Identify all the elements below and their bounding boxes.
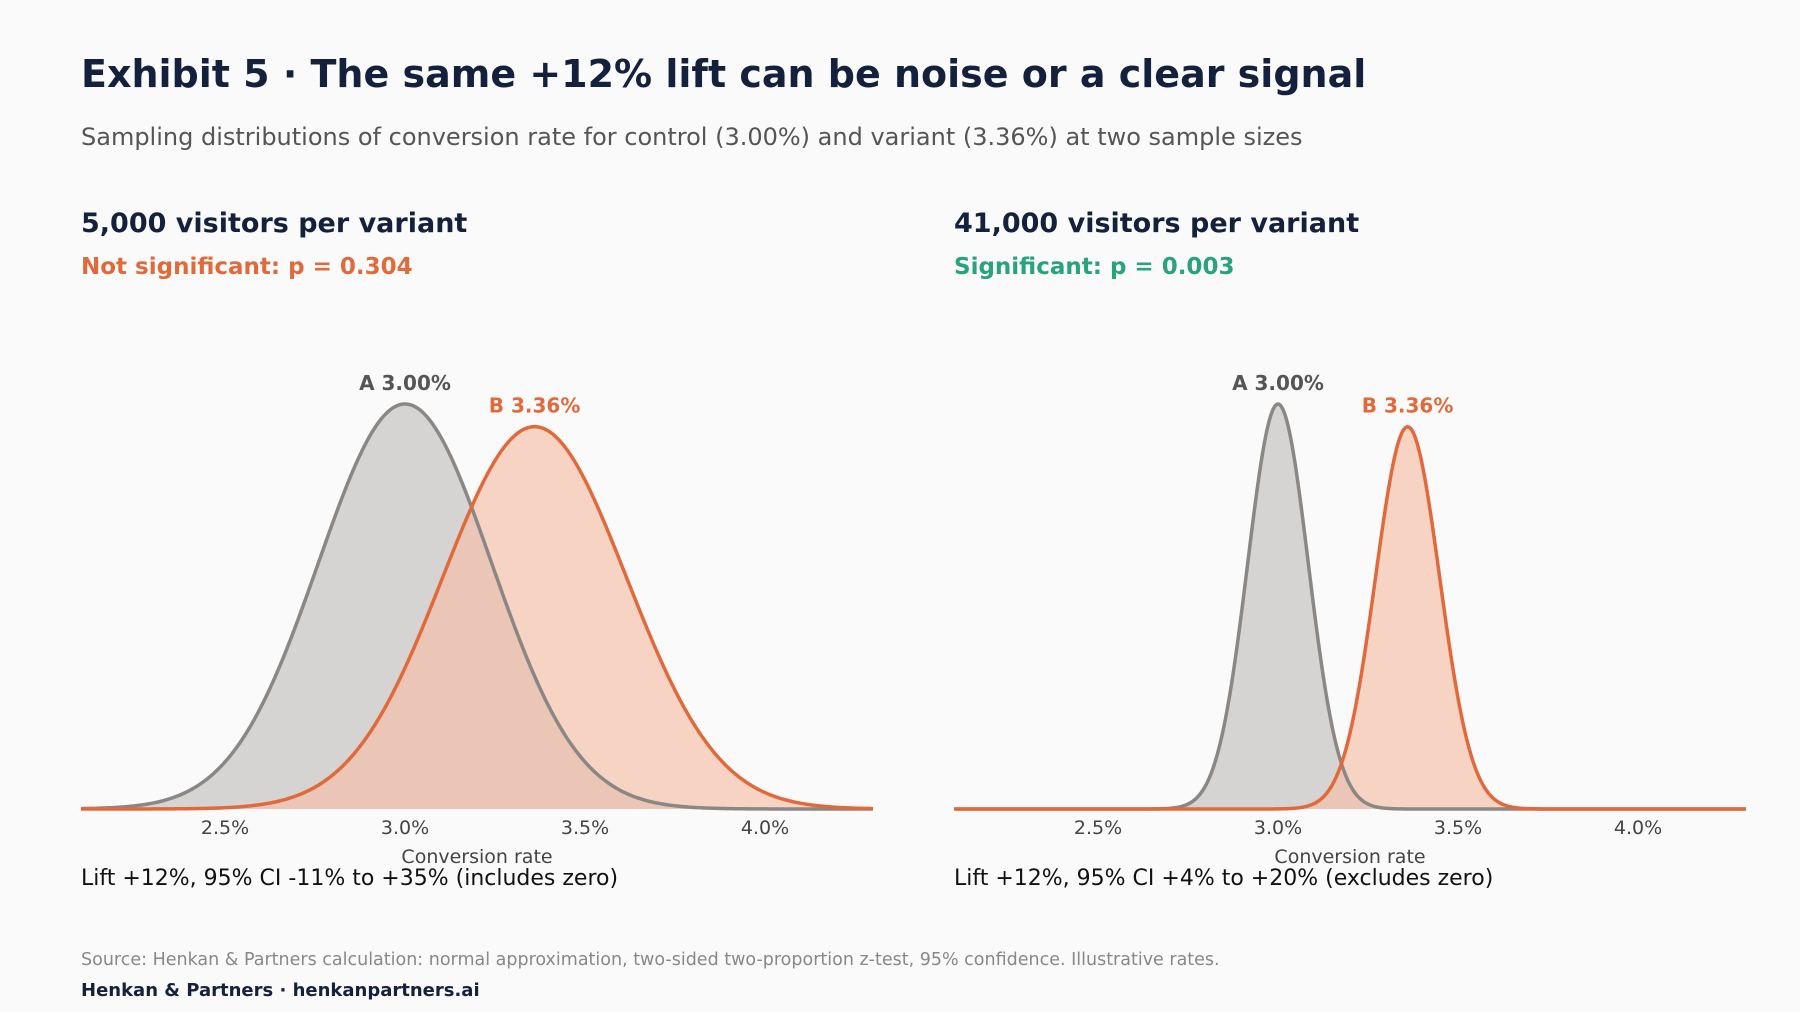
variant-peak-label: B 3.36% bbox=[489, 394, 581, 418]
distribution-charts: A 3.00% B 3.36% 2.5% 3.0% 3.5% 4.0% Conversion… bbox=[80, 371, 1746, 868]
control-peak-label: A 3.00% bbox=[1232, 371, 1324, 395]
variant-peak-label: B 3.36% bbox=[1362, 394, 1454, 418]
control-peak-label: A 3.00% bbox=[359, 371, 451, 395]
x-tick-label: 3.0% bbox=[381, 817, 429, 839]
variant-distribution-area bbox=[81, 426, 873, 809]
page-subtitle: Sampling distributions of conversion rat… bbox=[81, 123, 1303, 151]
variant-distribution-curve bbox=[81, 424, 874, 811]
variant-distribution-curve bbox=[954, 424, 1746, 811]
x-axis-label: Conversion rate bbox=[401, 846, 552, 868]
control-distribution-curve bbox=[80, 402, 873, 811]
brand-footer: Henkan & Partners · henkanpartners.ai bbox=[81, 980, 480, 1001]
x-tick-label: 4.0% bbox=[1614, 817, 1662, 839]
left-distribution-chart: A 3.00% B 3.36% 2.5% 3.0% 3.5% 4.0% Conversion… bbox=[80, 371, 874, 868]
x-tick-label: 4.0% bbox=[741, 817, 789, 839]
left-lift-note: Lift +12%, 95% CI -11% to +35% (includes… bbox=[81, 866, 619, 891]
left-panel-title: 5,000 visitors per variant bbox=[81, 208, 468, 239]
right-panel-title: 41,000 visitors per variant bbox=[954, 208, 1360, 239]
x-tick-label: 2.5% bbox=[1074, 817, 1122, 839]
right-lift-note: Lift +12%, 95% CI +4% to +20% (excludes … bbox=[954, 866, 1494, 891]
x-tick-label: 3.5% bbox=[561, 817, 609, 839]
variant-distribution-area bbox=[954, 426, 1746, 809]
x-tick-label: 2.5% bbox=[201, 817, 249, 839]
source-note: Source: Henkan & Partners calculation: n… bbox=[81, 950, 1220, 970]
page-title: Exhibit 5 · The same +12% lift can be no… bbox=[81, 52, 1367, 96]
left-panel-significance: Not significant: p = 0.304 bbox=[81, 254, 413, 280]
x-axis-label: Conversion rate bbox=[1274, 846, 1425, 868]
x-tick-label: 3.0% bbox=[1254, 817, 1302, 839]
right-distribution-chart: A 3.00% B 3.36% 2.5% 3.0% 3.5% 4.0% Conversion… bbox=[954, 371, 1746, 868]
right-panel-significance: Significant: p = 0.003 bbox=[954, 254, 1235, 280]
x-tick-label: 3.5% bbox=[1434, 817, 1482, 839]
